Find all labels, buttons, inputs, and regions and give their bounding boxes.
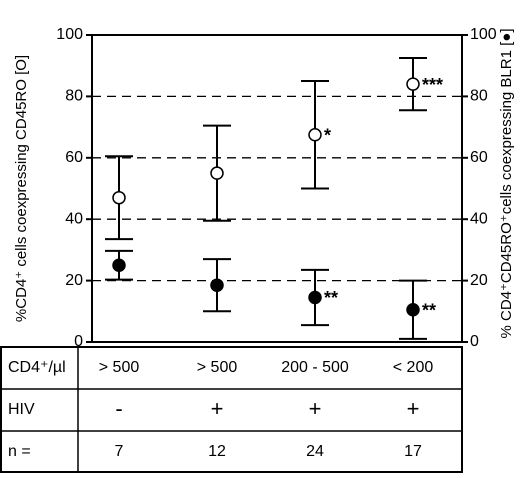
table-cell: 200 - 500 xyxy=(281,359,349,376)
table-cell: 17 xyxy=(404,443,422,460)
annotation: *** xyxy=(422,75,443,95)
y-tick-label: 0 xyxy=(74,333,83,350)
y2-tick-label: 0 xyxy=(470,333,479,350)
y-tick-label: 100 xyxy=(56,26,83,43)
table-cell: < 200 xyxy=(393,359,434,376)
table-cell: - xyxy=(115,396,122,421)
annotation: ** xyxy=(422,301,436,321)
annotation: * xyxy=(324,126,331,146)
y-tick-label: 80 xyxy=(65,88,83,105)
y-tick-label: 60 xyxy=(65,149,83,166)
y-axis-label: %CD4⁺ cells coexpressing CD45RO [O] xyxy=(13,55,30,322)
y-tick-label: 40 xyxy=(65,210,83,227)
table-cell: 12 xyxy=(208,443,226,460)
table-cell: HIV xyxy=(8,401,35,418)
y2-axis-label: % CD4⁺CD45RO⁺cells coexpressing BLR1 [●] xyxy=(498,28,515,338)
table-cell: + xyxy=(211,396,224,421)
y2-tick-label: 80 xyxy=(470,88,488,105)
point xyxy=(406,77,420,91)
table-cell: + xyxy=(309,396,322,421)
point xyxy=(308,290,322,305)
point xyxy=(210,166,224,180)
plot-frame xyxy=(91,34,463,343)
point xyxy=(308,128,322,142)
point xyxy=(112,258,126,272)
table-cell: CD4⁺/µl xyxy=(8,359,66,376)
y-tick-label: 20 xyxy=(65,272,83,289)
y2-tick-label: 100 xyxy=(470,26,497,43)
point xyxy=(210,278,224,292)
y2-tick-label: 20 xyxy=(470,272,488,289)
table-cell: 7 xyxy=(115,443,124,460)
annotation: ** xyxy=(324,288,338,308)
table-cell: n = xyxy=(8,443,31,460)
table-cell: 24 xyxy=(306,443,324,460)
point xyxy=(406,303,420,317)
point xyxy=(112,190,126,205)
y2-tick-label: 40 xyxy=(470,210,488,227)
y2-tick-label: 60 xyxy=(470,149,488,166)
table-cell: + xyxy=(407,396,420,421)
table-frame xyxy=(0,346,463,473)
table-cell: > 500 xyxy=(197,359,238,376)
table-cell: > 500 xyxy=(99,359,140,376)
